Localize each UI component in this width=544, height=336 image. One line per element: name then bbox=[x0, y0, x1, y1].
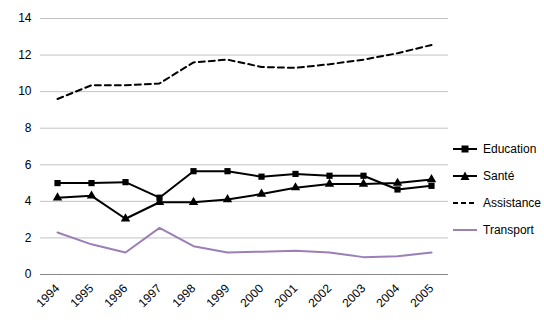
svg-text:2005: 2005 bbox=[408, 281, 437, 310]
svg-text:1994: 1994 bbox=[34, 281, 63, 310]
html-text:Assistance: Assistance bbox=[483, 195, 541, 210]
svg-text:2: 2 bbox=[25, 231, 32, 245]
html-text:Transport: Transport bbox=[483, 222, 534, 237]
svg-text:4: 4 bbox=[25, 194, 32, 208]
svg-text:1996: 1996 bbox=[102, 281, 131, 310]
html-text:Education: Education bbox=[483, 141, 537, 156]
svg-text:2002: 2002 bbox=[306, 281, 335, 310]
svg-text:1999: 1999 bbox=[204, 281, 233, 310]
svg-text:0: 0 bbox=[25, 267, 32, 281]
html-text:Santé: Santé bbox=[483, 168, 515, 183]
svg-text:8: 8 bbox=[25, 121, 32, 135]
svg-text:2004: 2004 bbox=[374, 281, 403, 310]
svg-text:2003: 2003 bbox=[340, 281, 369, 310]
svg-text:2001: 2001 bbox=[272, 281, 301, 310]
svg-text:10: 10 bbox=[18, 84, 32, 98]
svg-text:14: 14 bbox=[18, 11, 32, 25]
svg-text:1997: 1997 bbox=[136, 281, 165, 310]
svg-text:1995: 1995 bbox=[68, 281, 97, 310]
svg-text:1998: 1998 bbox=[170, 281, 199, 310]
svg-text:2000: 2000 bbox=[238, 281, 267, 310]
svg-text:12: 12 bbox=[18, 48, 32, 62]
svg-text:6: 6 bbox=[25, 158, 32, 172]
